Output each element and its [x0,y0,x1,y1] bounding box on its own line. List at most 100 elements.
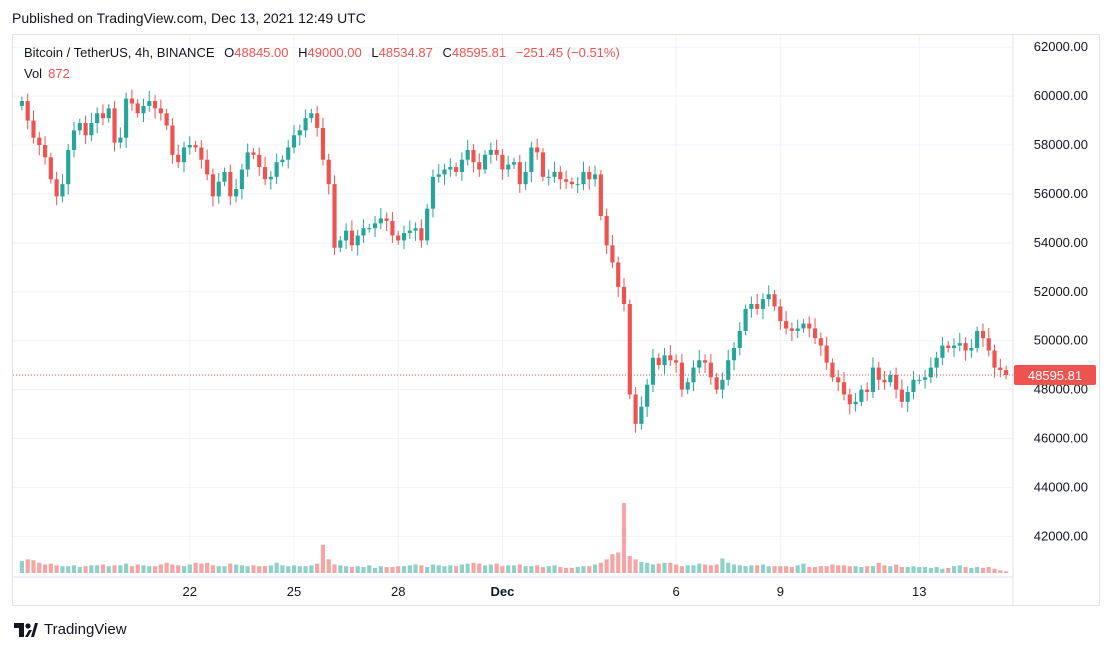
volume-bar [309,565,314,573]
candle-body [488,149,493,155]
volume-bar [674,564,679,573]
candle-body [812,328,818,339]
candle-body [691,367,696,383]
volume-bar [905,567,910,573]
candle-body [870,367,876,393]
candle-body [685,382,690,390]
volume-bar [627,555,632,573]
volume-bar [210,565,216,573]
candle-body [459,159,464,172]
candle-body [760,299,766,309]
candle-body [349,230,354,246]
volume-bar [25,559,30,573]
candle-body [784,321,789,329]
candle-body [986,338,991,351]
candle-body [1004,370,1009,376]
candle-body [262,167,268,180]
volume-bar [963,567,968,573]
candle-body [286,147,291,160]
volume-bar [587,566,592,573]
candle-body [529,147,534,172]
tradingview-logo[interactable]: TradingView [14,621,127,638]
volume-bar [425,567,430,573]
volume-bar [147,566,152,573]
candle-body [315,113,320,128]
volume-bar [465,563,470,573]
volume-bar [205,562,210,573]
last-price-label: 48595.81 [1028,368,1082,383]
candle-body [951,345,957,349]
candle-body [957,343,962,346]
volume-bar [234,564,239,573]
candle-body [616,262,621,287]
volume-bar [42,564,48,573]
candle-body [998,367,1003,371]
volume-bar [650,564,656,573]
volume-bar [89,565,94,573]
candle-body [737,330,742,349]
candle-body [66,149,71,185]
candle-body [222,171,227,182]
candle-body [807,323,812,329]
candle-body [42,145,48,158]
candle-body [141,105,146,114]
volume-bar [697,563,702,573]
volume-bar [766,566,771,573]
candle-body [448,167,453,170]
candle-body [332,184,337,248]
volume-bar [760,564,766,573]
candle-body [239,169,244,190]
candle-body [731,348,737,361]
candle-body [975,330,980,349]
volume-bar [824,566,829,573]
volume-bar [564,567,569,573]
candle-body [83,123,88,136]
candle-body [592,174,598,180]
candle-body [419,228,424,241]
candle-body [928,367,933,378]
candle-body [338,240,343,248]
high-value: 49000.00 [307,45,362,60]
candle-body [610,245,615,263]
candle-body [199,147,204,160]
candle-body [853,401,858,405]
volume-bar [262,566,268,573]
volume-bar [326,559,331,573]
volume-bar [349,567,354,573]
volume-bar [181,566,187,573]
candle-body [575,184,580,186]
volume-bar [975,567,980,573]
candle-body [361,228,366,236]
volume-bar [228,563,233,573]
volume-bar [899,567,904,573]
candle-body [934,357,939,368]
volume-bar [616,552,621,573]
volume-bar [500,566,505,573]
volume-bar [471,562,476,573]
candle-body [801,323,806,329]
volume-bar [268,565,273,573]
candle-body [471,149,476,163]
volume-bar [772,566,777,573]
y-tick-label: 46000.00 [1034,431,1088,446]
candle-body [772,294,777,307]
candle-body [697,360,702,368]
volume-bar [847,566,852,573]
volume-bar [245,566,250,573]
volume-bar [575,567,580,573]
candle-body [176,154,181,163]
volume-bar [558,567,563,573]
volume-bar [297,566,302,573]
x-tick-label: 6 [672,584,679,599]
candle-body [77,123,82,131]
volume-bar [922,567,928,573]
volume-bar [37,562,42,573]
volume-bar [372,567,378,573]
volume-legend: Vol 872 [24,66,70,81]
candle-body [714,377,719,390]
candle-body [413,228,418,231]
candle-body [367,228,372,230]
candle-body [639,406,644,424]
volume-bar [170,564,175,573]
